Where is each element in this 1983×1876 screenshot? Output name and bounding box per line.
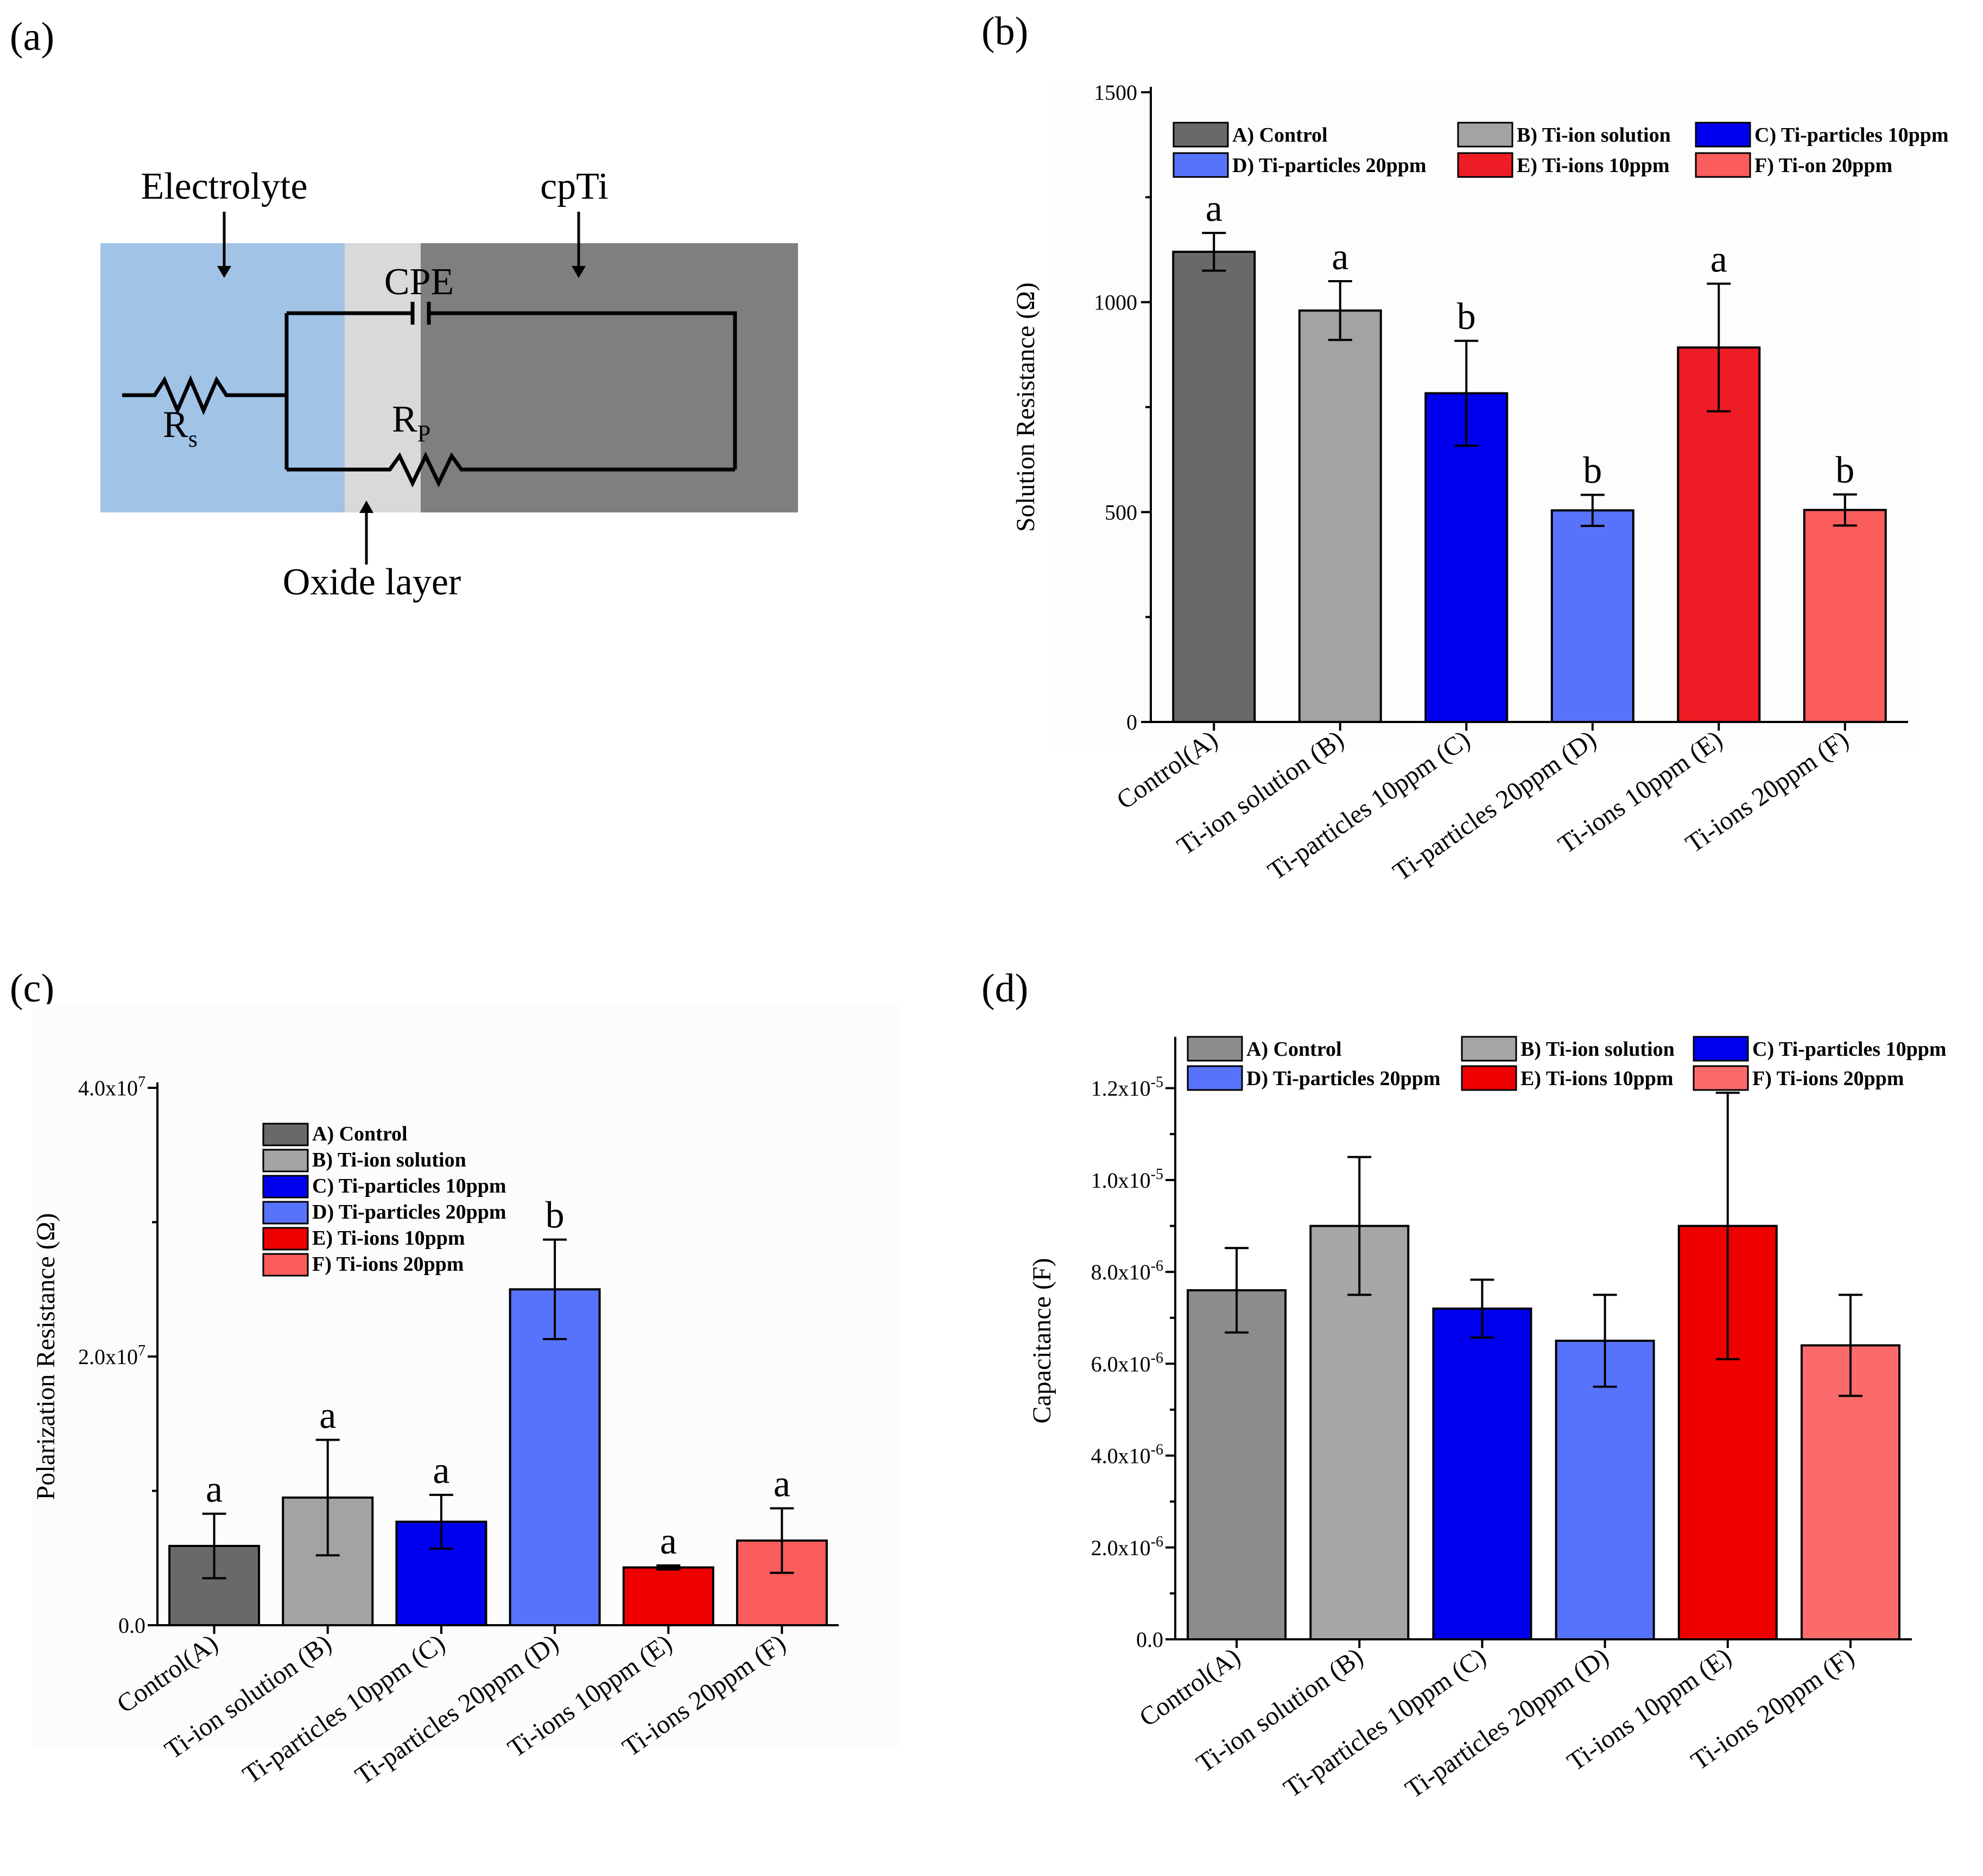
chart-b-significance-label: a xyxy=(1710,239,1727,281)
panel-label-a: (a) xyxy=(10,15,54,59)
panel-label-c: (c) xyxy=(10,966,54,1011)
chart-b-bar xyxy=(1552,510,1633,722)
chart-b-y-tick-label: 1000 xyxy=(1094,290,1137,315)
chart-c-significance-label: a xyxy=(206,1469,223,1511)
chart-b-bar xyxy=(1804,510,1886,722)
chart-d-y-tick-label-base: 4.0x10 xyxy=(1091,1444,1151,1468)
chart-d-legend-swatch xyxy=(1694,1066,1748,1090)
chart-b-legend-swatch xyxy=(1174,123,1228,147)
chart-d-y-tick-label-base: 8.0x10 xyxy=(1091,1260,1151,1284)
chart-b-y-tick-label: 500 xyxy=(1105,500,1137,524)
chart-b-bar xyxy=(1300,310,1381,722)
chart-c-legend-label: D) Ti-particles 20ppm xyxy=(312,1201,506,1224)
chart-b-significance-label: b xyxy=(1835,449,1854,491)
chart-c-significance-label: b xyxy=(546,1195,565,1237)
chart-c-y-tick-label: 0.0 xyxy=(118,1613,145,1638)
cpe-label: CPE xyxy=(384,261,454,303)
chart-b-significance-label: a xyxy=(1206,188,1222,230)
panel-label-d: (d) xyxy=(981,966,1028,1011)
chart-b-legend-swatch xyxy=(1458,153,1512,177)
chart-c-legend-label: A) Control xyxy=(312,1123,408,1145)
chart-d-y-axis-title: Capacitance (F) xyxy=(1028,1258,1056,1423)
chart-b-significance-label: a xyxy=(1332,236,1348,278)
chart-b-y-tick-label: 1500 xyxy=(1094,80,1137,105)
chart-c-legend-swatch xyxy=(263,1150,308,1171)
chart-c-legend-label: F) Ti-ions 20ppm xyxy=(312,1253,464,1276)
chart-c-legend-swatch xyxy=(263,1254,308,1276)
chart-b-legend-label: D) Ti-particles 20ppm xyxy=(1232,154,1427,177)
chart-b-legend-swatch xyxy=(1174,153,1228,177)
chart-c-y-tick-label: 2.0x107 xyxy=(78,1342,145,1369)
chart-d-y-tick-label-exponent: -6 xyxy=(1151,1442,1163,1459)
figure-canvas: (a) (b) (c) (d) Electrolyte cpTi CPE Rs … xyxy=(0,0,1983,1876)
chart-b-significance-label: b xyxy=(1457,296,1476,338)
chart-c-y-tick-label-base: 2.0x10 xyxy=(78,1345,138,1369)
cpti-region xyxy=(421,243,798,512)
chart-c-significance-label: a xyxy=(319,1395,336,1436)
chart-c-y-tick-label-exponent: 7 xyxy=(138,1074,145,1091)
electrolyte-label: Electrolyte xyxy=(141,166,307,207)
panel-label-b: (b) xyxy=(981,9,1028,54)
chart-b-legend-swatch xyxy=(1458,123,1512,147)
electrolyte-region xyxy=(100,243,345,512)
chart-d-legend-label: F) Ti-ions 20ppm xyxy=(1752,1067,1904,1090)
chart-b-legend-label: B) Ti-ion solution xyxy=(1517,124,1671,147)
chart-d-legend-label: A) Control xyxy=(1246,1038,1342,1061)
chart-c-legend-swatch xyxy=(263,1124,308,1145)
chart-d-legend-label: B) Ti-ion solution xyxy=(1520,1038,1675,1061)
chart-b-y-axis-title: Solution Resistance (Ω) xyxy=(1011,282,1040,532)
chart-d-y-tick-label-base: 1.2x10 xyxy=(1091,1076,1151,1101)
chart-d-bar xyxy=(1433,1309,1531,1639)
chart-d-legend-swatch xyxy=(1462,1037,1516,1061)
chart-d-y-tick-label-exponent: -6 xyxy=(1151,1349,1163,1366)
chart-d-legend-label: E) Ti-ions 10ppm xyxy=(1520,1067,1674,1090)
chart-c-legend-swatch xyxy=(263,1202,308,1224)
chart-c-y-tick-label-exponent: 7 xyxy=(138,1342,145,1359)
chart-c-significance-label: a xyxy=(433,1450,449,1492)
chart-d-legend-swatch xyxy=(1694,1037,1748,1061)
chart-b-legend-label: A) Control xyxy=(1232,124,1328,147)
chart-c-y-tick-label-base: 4.0x10 xyxy=(78,1076,138,1100)
chart-b-legend-label: E) Ti-ions 10ppm xyxy=(1517,154,1670,177)
chart-c-significance-label: a xyxy=(660,1520,677,1562)
chart-c-legend-label: C) Ti-particles 10ppm xyxy=(312,1175,506,1197)
chart-b-legend-label: C) Ti-particles 10ppm xyxy=(1754,124,1949,147)
chart-b-legend-label: F) Ti-on 20ppm xyxy=(1754,154,1892,177)
chart-d-legend-swatch xyxy=(1188,1037,1242,1061)
chart-c-legend-label: B) Ti-ion solution xyxy=(312,1149,466,1171)
chart-d-legend-label: C) Ti-particles 10ppm xyxy=(1752,1038,1947,1061)
chart-d-y-tick-label-base: 2.0x10 xyxy=(1091,1536,1151,1560)
chart-b-y-tick-label: 0 xyxy=(1126,710,1137,734)
rp-label-subscript: P xyxy=(417,420,430,447)
chart-d-y-tick-label-base: 6.0x10 xyxy=(1091,1352,1151,1376)
chart-d-legend-label: D) Ti-particles 20ppm xyxy=(1246,1067,1441,1090)
chart-c-y-axis-title: Polarization Resistance (Ω) xyxy=(31,1213,60,1500)
chart-d-legend-swatch xyxy=(1188,1066,1242,1090)
rp-label-main: R xyxy=(392,398,417,440)
rs-label-main: R xyxy=(163,404,188,446)
chart-c-significance-label: a xyxy=(774,1463,790,1505)
chart-d-y-tick-label-exponent: -5 xyxy=(1151,1074,1163,1091)
chart-c-legend-label: E) Ti-ions 10ppm xyxy=(312,1227,465,1250)
cpti-label: cpTi xyxy=(540,166,609,207)
chart-c-bar xyxy=(624,1568,713,1625)
chart-d-y-tick-label-base: 1.0x10 xyxy=(1091,1168,1151,1193)
chart-d-y-tick-label-exponent: -6 xyxy=(1151,1533,1163,1550)
chart-d-legend-swatch xyxy=(1462,1066,1516,1090)
chart-b-legend-swatch xyxy=(1696,153,1750,177)
chart-c-legend-swatch xyxy=(263,1176,308,1197)
rs-label-subscript: s xyxy=(188,426,198,452)
chart-d-y-tick-label: 0.0 xyxy=(1136,1627,1163,1652)
oxide-layer-label: Oxide layer xyxy=(283,561,461,603)
chart-d-y-tick-label-exponent: -6 xyxy=(1151,1258,1163,1275)
chart-b-bar xyxy=(1173,252,1255,722)
chart-c-y-tick-label: 4.0x107 xyxy=(78,1074,145,1100)
chart-c-legend-swatch xyxy=(263,1228,308,1250)
chart-b-significance-label: b xyxy=(1583,450,1602,492)
chart-d-bar xyxy=(1188,1290,1285,1639)
chart-d-y-tick-label-exponent: -5 xyxy=(1151,1166,1163,1183)
chart-b-legend-swatch xyxy=(1696,123,1750,147)
